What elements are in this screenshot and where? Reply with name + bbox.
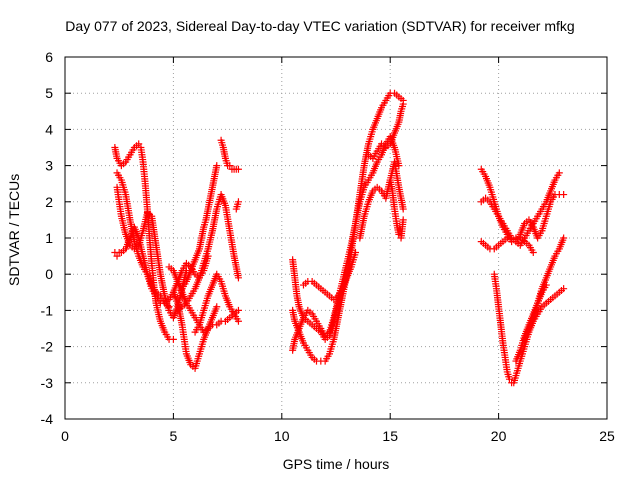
track-markers [356,160,407,240]
y-tick-label: -1 [41,302,54,318]
series-track [165,263,221,336]
y-tick-label: 0 [45,266,53,282]
x-tick-label: 25 [599,428,615,444]
y-tick-label: -2 [41,339,54,355]
series-track [217,136,242,173]
series-track [113,169,173,311]
series-track [191,270,242,336]
series-track [178,162,221,293]
data-point [169,335,177,343]
data-point [560,191,568,199]
series-track [521,281,550,343]
chart-title: Day 077 of 2023, Sidereal Day-to-day VTE… [65,18,575,34]
y-tick-label: 2 [45,194,53,210]
series-track [477,234,537,256]
series-track [477,169,563,249]
track-markers [479,236,536,254]
series-track [232,198,242,213]
track-markers [114,171,171,309]
y-tick-label: 1 [45,230,53,246]
x-axis-label: GPS time / hours [282,456,390,472]
data-points [111,89,568,387]
track-markers [180,164,220,290]
track-markers [218,139,231,167]
x-tick-label: 0 [61,428,69,444]
series-track [512,234,568,365]
data-point [113,252,121,260]
track-markers [387,178,407,240]
data-point [234,165,242,173]
y-tick-label: 5 [45,85,53,101]
track-markers [521,283,549,341]
track-markers [302,251,359,302]
x-tick-label: 10 [274,428,290,444]
track-markers [193,272,241,334]
axis-ticks: 0 5 10 15 20 25 -4 -3 -2 -1 0 1 2 3 4 5 6 [41,49,615,444]
series-track [365,100,407,162]
track-markers [479,171,562,247]
track-markers [289,91,405,363]
x-tick-label: 20 [491,428,507,444]
track-markers [176,193,242,313]
y-tick-label: -3 [41,375,54,391]
track-markers [233,200,242,211]
y-tick-label: -4 [41,411,54,427]
grid [65,57,607,419]
y-tick-label: 3 [45,158,53,174]
track-markers [367,102,406,161]
series-track [174,191,242,314]
series-track [111,140,177,343]
series-track [386,176,407,242]
series-track [299,248,360,304]
x-tick-label: 15 [382,428,398,444]
track-markers [167,265,220,334]
y-tick-label: 4 [45,121,53,137]
y-tick-label: 6 [45,49,53,65]
x-tick-label: 5 [170,428,178,444]
